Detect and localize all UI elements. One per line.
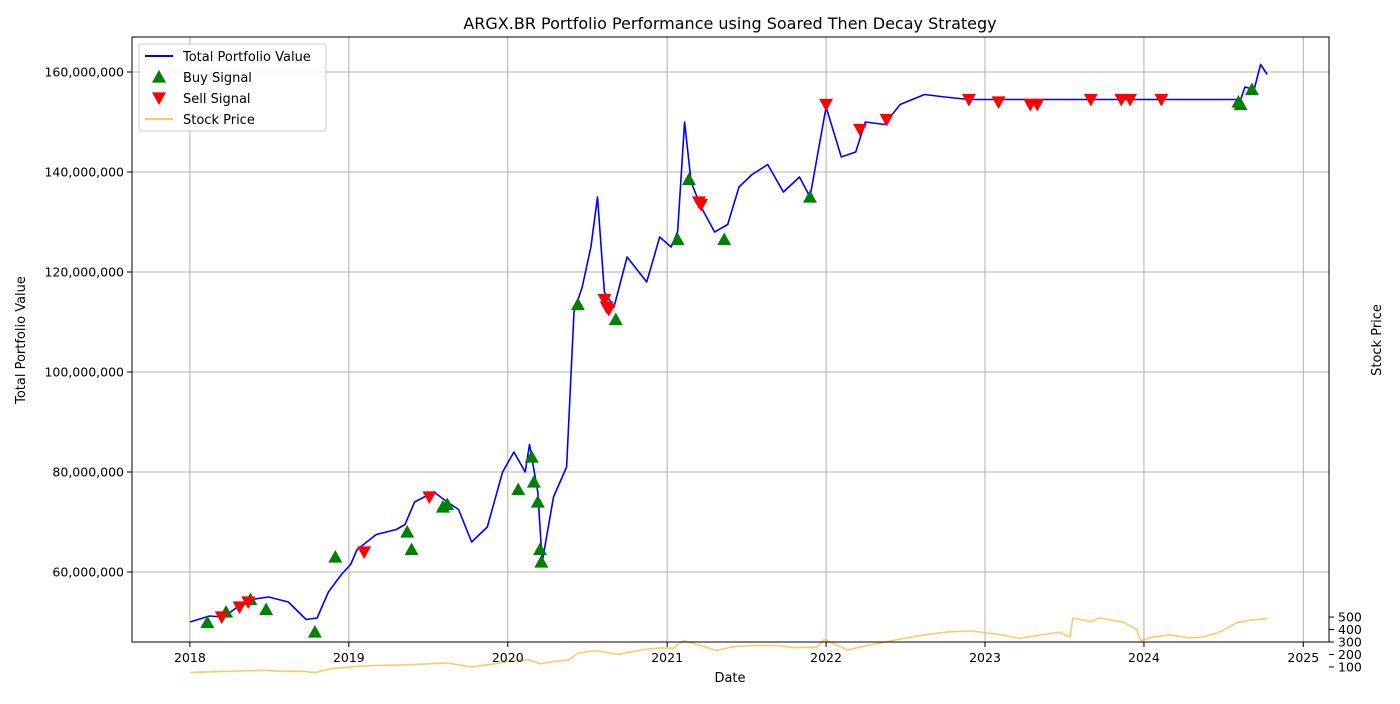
stock-price-line [189, 617, 1268, 674]
y-tick-label: 120,000,000 [44, 265, 124, 280]
legend-label-portfolio: Total Portfolio Value [182, 50, 311, 65]
x-tick-label: 2020 [492, 650, 524, 665]
y-tick-label: 100,000,000 [44, 365, 124, 380]
sell-signal-marker [879, 113, 894, 127]
legend-box [138, 43, 327, 132]
sell-signal-marker [1083, 93, 1098, 107]
buy-signal-marker [524, 450, 539, 463]
sell-signal-marker [1154, 93, 1169, 107]
x-tick-label: 2022 [810, 650, 842, 665]
sell-signal-marker [214, 611, 229, 624]
sell-signal-marker [853, 123, 868, 137]
y-right-tick-label: 200 [1338, 647, 1362, 662]
buy-signal-marker [526, 475, 541, 488]
buy-signal-marker [534, 555, 549, 568]
sell-signal-marker [422, 491, 437, 504]
buy-signal-marker [404, 542, 419, 556]
sell-signal-marker [991, 96, 1006, 109]
x-tick-label: 2018 [174, 650, 206, 665]
sell-signal-marker [961, 93, 976, 107]
buy-signal-marker [532, 542, 547, 556]
sell-signal-marker [1030, 98, 1045, 112]
legend-label-stock: Stock Price [183, 113, 255, 128]
sell-signal-marker [694, 198, 709, 212]
chart-title: ARGX.BR Portfolio Performance using Soar… [463, 14, 996, 33]
chart-legend: Total Portfolio Value Buy Signal Sell Si… [138, 43, 327, 132]
y-right-tick-label: 300 [1338, 635, 1362, 650]
signal-marker-layer [200, 82, 1259, 638]
y-tick-label: 60,000,000 [52, 565, 124, 580]
buy-signal-marker [1233, 97, 1248, 111]
portfolio-value-layer [189, 63, 1268, 623]
legend-entry-sell: Sell Signal [152, 92, 251, 107]
y-tick-label: 80,000,000 [52, 465, 124, 480]
legend-swatch-buy [152, 70, 166, 83]
sell-signal-marker [819, 98, 834, 112]
buy-signal-marker [681, 172, 696, 186]
buy-signal-marker [440, 497, 455, 511]
legend-entry-portfolio: Total Portfolio Value [145, 50, 311, 65]
sell-signal-marker [357, 546, 372, 559]
buy-signal-marker [328, 550, 343, 563]
sell-signal-marker [1123, 93, 1138, 107]
y-tick-label: 140,000,000 [44, 165, 124, 180]
y-right-tick-label: 500 [1338, 610, 1362, 625]
x-axis-ticks: 2018 2019 2020 2021 2022 2023 2024 2025 [174, 642, 1319, 665]
stock-price-layer [189, 617, 1268, 674]
buy-signal-marker [802, 190, 817, 203]
y-tick-label: 160,000,000 [44, 65, 124, 80]
x-axis-label: Date [714, 671, 745, 686]
x-tick-label: 2024 [1128, 650, 1160, 665]
x-tick-label: 2021 [651, 650, 683, 665]
buy-signal-marker [1244, 82, 1259, 96]
y-right-tick-label: 400 [1338, 622, 1362, 637]
y-axis-left-label: Total Portfolio Value [14, 276, 29, 405]
legend-entry-stock: Stock Price [145, 113, 255, 128]
buy-signal-marker [400, 525, 415, 538]
grid-layer [132, 37, 1329, 642]
buy-signal-marker [670, 232, 685, 246]
buy-signal-marker [511, 482, 526, 496]
y-axis-left-ticks: 60,000,000 80,000,000 100,000,000 120,000,0… [44, 65, 132, 580]
plot-area-frame [131, 36, 1330, 643]
sell-signal-marker [597, 293, 612, 307]
buy-signal-marker [530, 495, 545, 508]
buy-signal-marker [608, 312, 623, 326]
legend-label-sell: Sell Signal [183, 92, 251, 107]
y-right-tick-label: 100 [1338, 659, 1362, 674]
legend-swatch-sell [152, 92, 166, 105]
x-tick-label: 2023 [969, 650, 1001, 665]
sell-signal-marker [232, 601, 247, 614]
sell-signal-marker [601, 303, 616, 317]
y-axis-right-label: Stock Price [1370, 304, 1385, 376]
legend-entry-buy: Buy Signal [152, 70, 252, 86]
buy-signal-marker [259, 602, 274, 616]
buy-signal-marker [200, 615, 215, 629]
portfolio-value-line [189, 63, 1268, 623]
legend-label-buy: Buy Signal [183, 71, 252, 86]
sell-signal-marker [241, 596, 256, 609]
buy-signal-marker [717, 232, 732, 246]
buy-signal-marker [570, 297, 585, 311]
buy-signal-marker [307, 625, 322, 638]
x-tick-label: 2019 [333, 650, 365, 665]
x-tick-label: 2025 [1287, 650, 1319, 665]
